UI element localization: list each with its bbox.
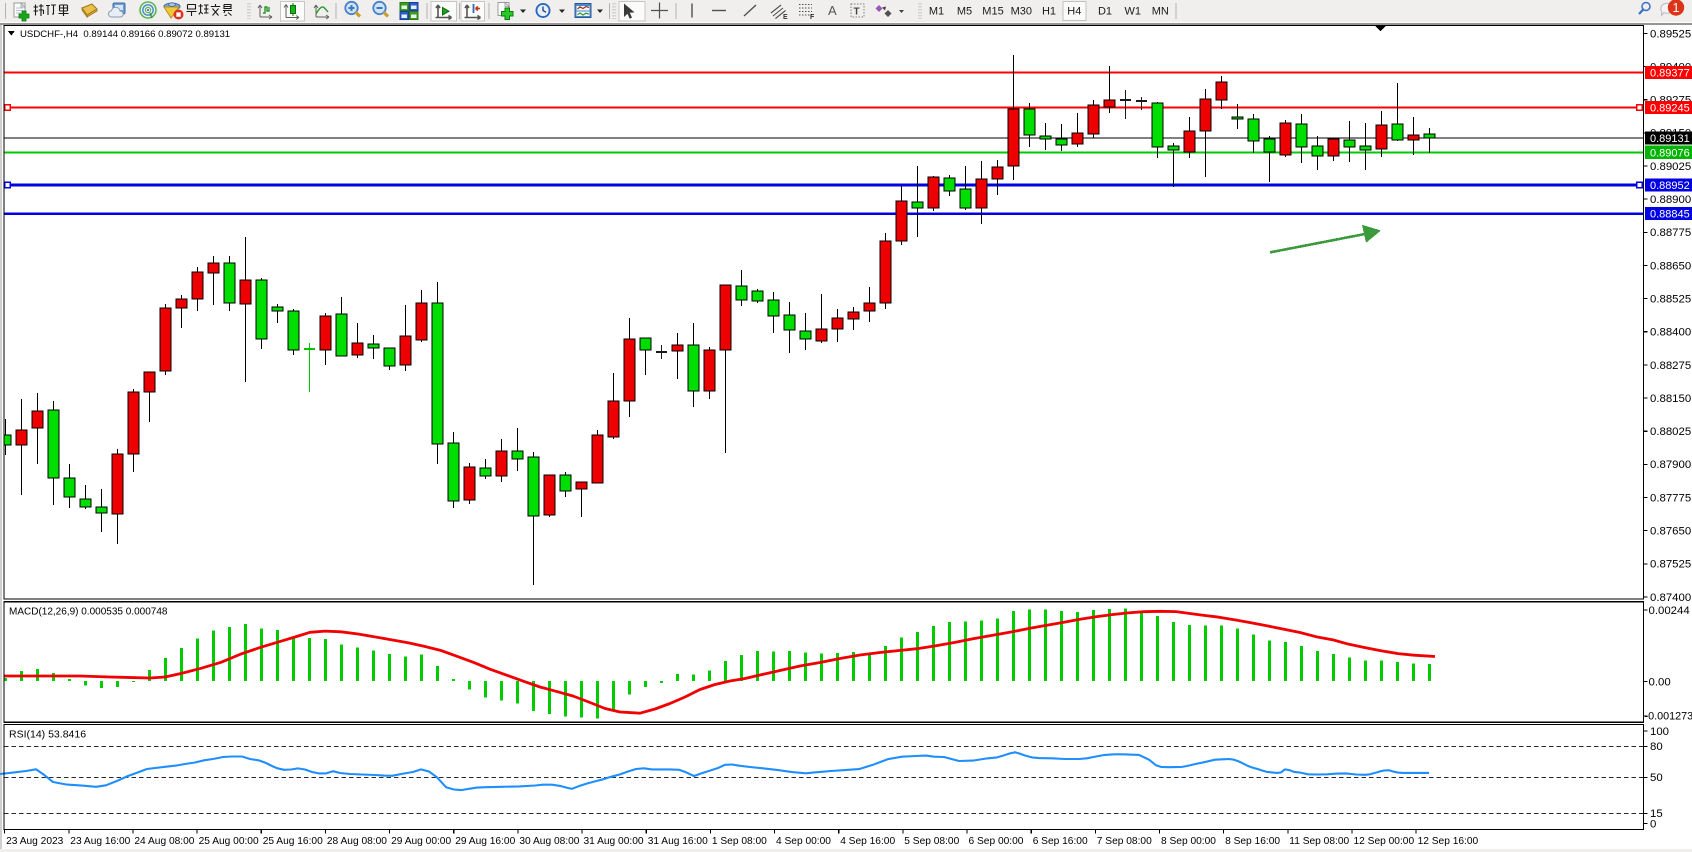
svg-text:0.87650: 0.87650 [1650, 526, 1691, 538]
svg-text:0.88150: 0.88150 [1650, 393, 1691, 405]
svg-text:E: E [783, 14, 788, 21]
svg-text:0.00244: 0.00244 [1649, 605, 1690, 617]
svg-text:12 Sep 16:00: 12 Sep 16:00 [1418, 836, 1479, 847]
svg-text:0.89076: 0.89076 [1650, 147, 1690, 159]
svg-text:30 Aug 08:00: 30 Aug 08:00 [519, 836, 579, 847]
svg-text:0.88275: 0.88275 [1650, 360, 1691, 372]
svg-text:0.87775: 0.87775 [1650, 492, 1691, 504]
svg-text:28 Aug 08:00: 28 Aug 08:00 [327, 836, 387, 847]
svg-text:15: 15 [1650, 808, 1663, 820]
svg-text:0.87900: 0.87900 [1650, 459, 1691, 471]
svg-text:4 Sep 00:00: 4 Sep 00:00 [776, 836, 831, 847]
svg-text:6 Sep 00:00: 6 Sep 00:00 [969, 836, 1024, 847]
svg-text:29 Aug 16:00: 29 Aug 16:00 [455, 836, 515, 847]
svg-text:0.89025: 0.89025 [1650, 161, 1691, 173]
svg-text:USDCHF-,H4 0.89144 0.89166 0.: USDCHF-,H4 0.89144 0.89166 0.89072 0.891… [20, 29, 230, 40]
svg-text:0.87400: 0.87400 [1650, 592, 1691, 604]
svg-text:100: 100 [1650, 726, 1669, 738]
svg-text:H4: H4 [1067, 6, 1081, 18]
svg-text:8 Sep 00:00: 8 Sep 00:00 [1161, 836, 1216, 847]
svg-text:0: 0 [1650, 818, 1656, 830]
svg-text:W1: W1 [1125, 6, 1142, 18]
svg-text:0.89377: 0.89377 [1650, 68, 1690, 80]
svg-text:6 Sep 16:00: 6 Sep 16:00 [1033, 836, 1088, 847]
svg-text:25 Aug 16:00: 25 Aug 16:00 [263, 836, 323, 847]
svg-text:F: F [810, 14, 815, 21]
svg-text:25 Aug 00:00: 25 Aug 00:00 [199, 836, 259, 847]
svg-text:24 Aug 08:00: 24 Aug 08:00 [134, 836, 194, 847]
svg-text:0.00: 0.00 [1649, 676, 1671, 688]
svg-text:0.88525: 0.88525 [1650, 294, 1691, 306]
svg-text:0.88775: 0.88775 [1650, 227, 1691, 239]
svg-text:0.88900: 0.88900 [1650, 194, 1691, 206]
svg-text:11 Sep 08:00: 11 Sep 08:00 [1289, 836, 1349, 847]
svg-text:8 Sep 16:00: 8 Sep 16:00 [1225, 836, 1280, 847]
svg-text:7 Sep 08:00: 7 Sep 08:00 [1097, 836, 1152, 847]
svg-text:M5: M5 [957, 6, 972, 18]
svg-text:T: T [854, 7, 860, 18]
svg-text:0.88845: 0.88845 [1650, 209, 1690, 221]
svg-text:M1: M1 [929, 6, 944, 18]
svg-text:29 Aug 00:00: 29 Aug 00:00 [391, 836, 451, 847]
svg-text:0.89131: 0.89131 [1650, 133, 1690, 145]
svg-text:A: A [828, 3, 837, 18]
svg-text:M15: M15 [982, 6, 1003, 18]
svg-text:5 Sep 08:00: 5 Sep 08:00 [904, 836, 959, 847]
svg-text:D1: D1 [1098, 6, 1112, 18]
svg-text:MACD(12,26,9) 0.000535 0.00074: MACD(12,26,9) 0.000535 0.000748 [9, 607, 168, 618]
svg-text:RSI(14) 53.8416: RSI(14) 53.8416 [9, 729, 86, 741]
svg-text:31 Aug 00:00: 31 Aug 00:00 [584, 836, 644, 847]
svg-text:0.87525: 0.87525 [1650, 559, 1691, 571]
svg-text:0.89525: 0.89525 [1650, 28, 1691, 40]
svg-text:23 Aug 2023: 23 Aug 2023 [6, 836, 64, 847]
svg-text:23 Aug 16:00: 23 Aug 16:00 [70, 836, 130, 847]
svg-text:0.88952: 0.88952 [1650, 180, 1690, 192]
svg-text:-0.001273: -0.001273 [1645, 711, 1692, 723]
svg-text:0.89245: 0.89245 [1650, 103, 1690, 115]
svg-text:50: 50 [1650, 772, 1663, 784]
svg-text:MN: MN [1152, 6, 1169, 18]
svg-text:1 Sep 08:00: 1 Sep 08:00 [712, 836, 767, 847]
svg-text:0.88400: 0.88400 [1650, 327, 1691, 339]
svg-text:1: 1 [1673, 1, 1680, 15]
svg-text:12 Sep 00:00: 12 Sep 00:00 [1354, 836, 1415, 847]
svg-text:31 Aug 16:00: 31 Aug 16:00 [648, 836, 708, 847]
svg-text:H1: H1 [1042, 6, 1056, 18]
svg-text:0.88025: 0.88025 [1650, 426, 1691, 438]
svg-text:M30: M30 [1011, 6, 1032, 18]
svg-text:80: 80 [1650, 741, 1663, 753]
svg-text:4 Sep 16:00: 4 Sep 16:00 [840, 836, 895, 847]
svg-text:0.88650: 0.88650 [1650, 260, 1691, 272]
